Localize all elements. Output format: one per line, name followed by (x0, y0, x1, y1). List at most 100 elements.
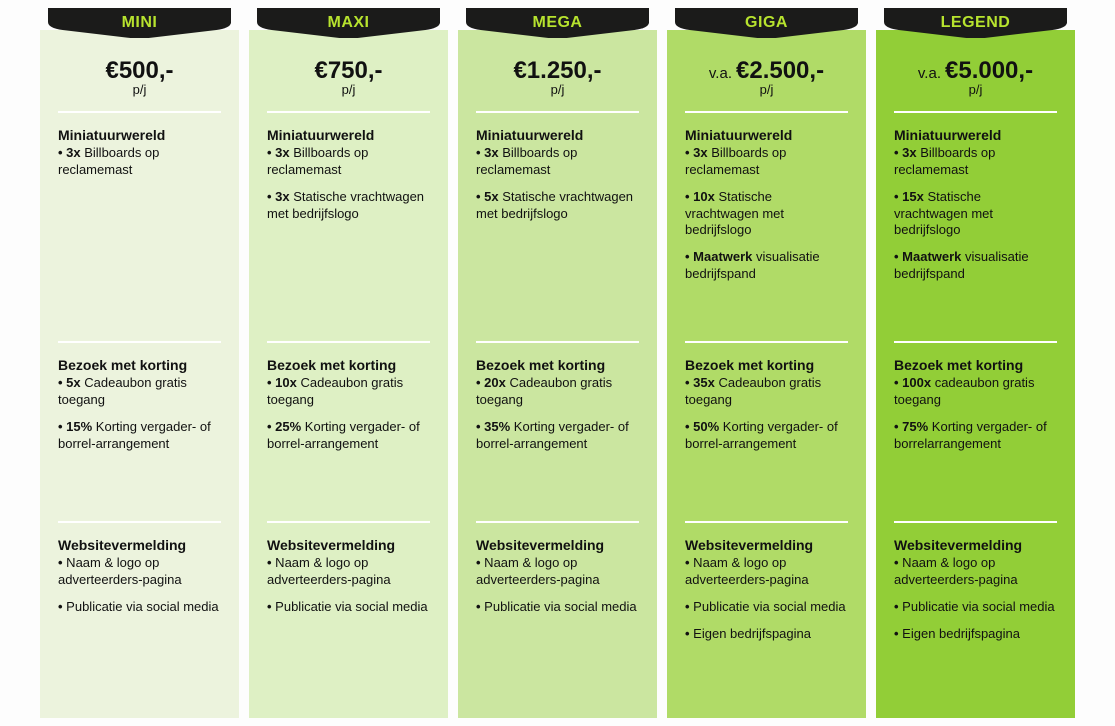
section-block: Bezoek met korting• 20x Cadeaubon gratis… (476, 357, 639, 507)
feature-item-text: Statische vrachtwagen met bedrijfslogo (267, 189, 424, 221)
feature-item: • 3x Billboards op reclamemast (894, 145, 1057, 179)
feature-item: • Publicatie via social media (894, 599, 1057, 616)
section-block: Bezoek met korting• 100x cadeaubon grati… (894, 357, 1057, 507)
section-block: Miniatuurwereld • 3x Billboards op reclam… (685, 127, 848, 327)
feature-item-text: Publicatie via social media (899, 599, 1055, 614)
feature-item-text: Publicatie via social media (272, 599, 428, 614)
feature-item: • Naam & logo op adverteerders-pagina (894, 555, 1057, 589)
feature-item-bold: • 35% (476, 419, 510, 434)
plan-column-mega: MEGA €1.250,-p/j Miniatuurwereld• 3x Billb… (458, 8, 657, 718)
price-value: €1.250,- (513, 57, 601, 84)
feature-item: • Naam & logo op adverteerders-pagina (685, 555, 848, 589)
feature-item-text: Publicatie via social media (690, 599, 846, 614)
section-title: Bezoek met korting (58, 357, 221, 373)
plan-panel: v.a.€2.500,-p/jMiniatuurwereld• 3x Billb… (667, 30, 866, 718)
price-unit: p/j (476, 83, 639, 97)
feature-item-text: Naam & logo op adverteerders-pagina (894, 555, 1018, 587)
feature-item: • 3x Statische vrachtwagen met bedrijfsl… (267, 189, 430, 223)
feature-item-bold: • 5x (476, 189, 499, 204)
plan-name: MEGA (532, 14, 582, 32)
feature-item-bold: • 3x (894, 145, 917, 160)
section-title: Bezoek met korting (267, 357, 430, 373)
feature-item-text: Eigen bedrijfspagina (899, 626, 1020, 641)
section-divider (267, 111, 430, 113)
feature-item-bold: • 10x (267, 375, 297, 390)
plan-name: LEGEND (941, 14, 1011, 32)
section-title: Websitevermelding (58, 537, 221, 553)
feature-item: • 5x Statische vrachtwagen met bedrijfsl… (476, 189, 639, 223)
feature-item: • 3x Billboards op reclamemast (685, 145, 848, 179)
feature-item-bold: • 3x (267, 189, 290, 204)
feature-item-bold: • 75% (894, 419, 928, 434)
plan-panel: v.a.€5.000,-p/jMiniatuurwereld• 3x Billb… (876, 30, 1075, 718)
section-divider (476, 341, 639, 343)
feature-item-bold: • 10x (685, 189, 715, 204)
price-block: €750,-p/j (267, 58, 430, 97)
section-divider (58, 341, 221, 343)
plan-column-giga: GIGAv.a.€2.500,-p/jMiniatuurwereld• 3x B… (667, 8, 866, 718)
plan-column-legend: LEGENDv.a.€5.000,-p/jMiniatuurwereld• 3x… (876, 8, 1075, 718)
feature-item: • Publicatie via social media (476, 599, 639, 616)
section-divider (685, 111, 848, 113)
feature-item: • 5x Cadeaubon gratis toegang (58, 375, 221, 409)
feature-item: • 3x Billboards op reclamemast (267, 145, 430, 179)
plan-panel: €500,-p/jMiniatuurwereld• 3x Billboards … (40, 30, 239, 718)
feature-item-bold: • 20x (476, 375, 506, 390)
feature-item-text: Eigen bedrijfspagina (690, 626, 811, 641)
feature-item: • 3x Billboards op reclamemast (476, 145, 639, 179)
section-divider (685, 521, 848, 523)
feature-item: • 10x Statische vrachtwagen met bedrijfs… (685, 189, 848, 240)
feature-item-text: Naam & logo op adverteerders-pagina (685, 555, 809, 587)
price-block: €1.250,-p/j (476, 58, 639, 97)
section-block: Miniatuurwereld • 3x Billboards op reclam… (894, 127, 1057, 327)
feature-item: • Publicatie via social media (685, 599, 848, 616)
feature-item: • Publicatie via social media (267, 599, 430, 616)
feature-item: • Maatwerk visualisatie bedrijfspand (685, 249, 848, 283)
feature-item-text: Publicatie via social media (63, 599, 219, 614)
plan-tab: MEGA (466, 8, 649, 38)
section-divider (267, 341, 430, 343)
feature-item: • 35x Cadeaubon gratis toegang (685, 375, 848, 409)
feature-item: • Eigen bedrijfspagina (685, 626, 848, 643)
section-title: Websitevermelding (894, 537, 1057, 553)
feature-item-text: Naam & logo op adverteerders-pagina (267, 555, 391, 587)
feature-item: • Publicatie via social media (58, 599, 221, 616)
section-block: Miniatuurwereld• 3x Billboards op reclam… (476, 127, 639, 327)
plan-tab: LEGEND (884, 8, 1067, 38)
plan-tab: MAXI (257, 8, 440, 38)
feature-item: • Naam & logo op adverteerders-pagina (58, 555, 221, 589)
price-value: €750,- (314, 57, 382, 84)
feature-item-bold: • Maatwerk (685, 249, 752, 264)
price-unit: p/j (685, 83, 848, 97)
section-title: Miniatuurwereld (894, 127, 1057, 143)
feature-item: • Maatwerk visualisatie bedrijfspand (894, 249, 1057, 283)
feature-item-bold: • 3x (58, 145, 81, 160)
feature-item: • 15% Korting vergader- of borrel-arrang… (58, 419, 221, 453)
section-block: Miniatuurwereld• 3x Billboards op reclam… (58, 127, 221, 327)
feature-item-bold: • 50% (685, 419, 719, 434)
feature-item-text: Naam & logo op adverteerders-pagina (476, 555, 600, 587)
feature-item-text: Publicatie via social media (481, 599, 637, 614)
feature-item: • 15x Statische vrachtwagen met bedrijfs… (894, 189, 1057, 240)
price-prefix: v.a. (918, 65, 941, 82)
section-block: Bezoek met korting• 10x Cadeaubon gratis… (267, 357, 430, 507)
section-title: Miniatuurwereld (685, 127, 848, 143)
feature-item-text: Statische vrachtwagen met bedrijfslogo (476, 189, 633, 221)
feature-item: • Naam & logo op adverteerders-pagina (267, 555, 430, 589)
feature-item-bold: • 100x (894, 375, 931, 390)
plan-panel: €750,-p/jMiniatuurwereld• 3x Billboards … (249, 30, 448, 718)
section-divider (476, 521, 639, 523)
section-title: Bezoek met korting (476, 357, 639, 373)
feature-item-bold: • 25% (267, 419, 301, 434)
section-divider (58, 521, 221, 523)
plan-column-maxi: MAXI€750,-p/jMiniatuurwereld• 3x Billboa… (249, 8, 448, 718)
plan-panel: €1.250,-p/j Miniatuurwereld• 3x Billboard… (458, 30, 657, 718)
feature-item: • 75% Korting vergader- of borrelarrange… (894, 419, 1057, 453)
price-unit: p/j (267, 83, 430, 97)
section-title: Miniatuurwereld (58, 127, 221, 143)
section-divider (894, 341, 1057, 343)
section-block: Websitevermelding • Naam & logo op advert… (894, 537, 1057, 653)
section-title: Websitevermelding (476, 537, 639, 553)
feature-item-bold: • 5x (58, 375, 81, 390)
pricing-table: MINI€500,-p/jMiniatuurwereld• 3x Billboa… (0, 0, 1115, 726)
